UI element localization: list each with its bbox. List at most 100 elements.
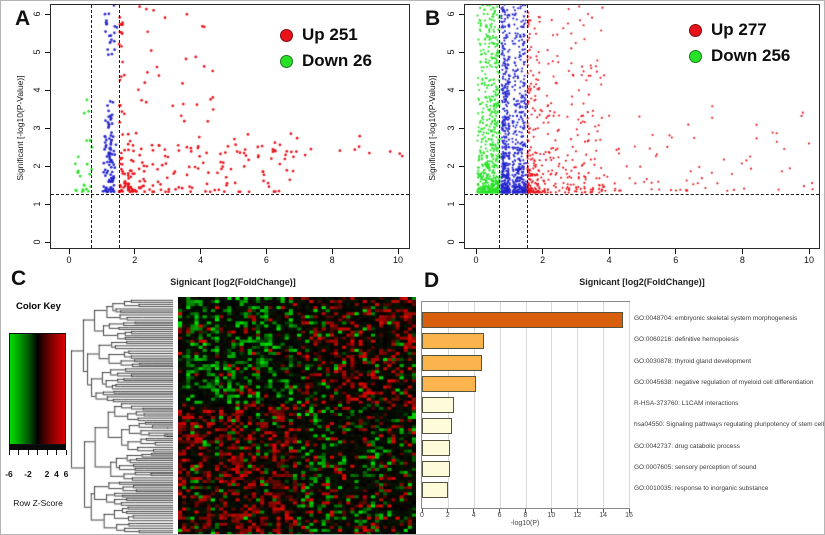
color-key-tick [56,450,57,455]
color-key-tick-label: 4 [54,469,59,479]
panel-a-down-count-label: Down 26 [302,51,372,70]
panel-a-y-tick [45,89,50,91]
panel-d-x-tick [602,509,604,513]
panel-a-x-tick-label: 4 [198,255,204,265]
panel-b-y-tick [459,203,464,205]
panel-b-y-tick [459,13,464,15]
panel-a-x-tick-label: 6 [263,255,269,265]
panel-a-y-tick [45,241,50,243]
go-term-bar [422,354,482,371]
panel-b-y-tick-label: 4 [446,87,456,93]
go-term-label: GO:0048704: embryonic skeletal system mo… [634,315,798,322]
panel-d-label: D [424,269,440,292]
panel-d-x-tick [447,509,449,513]
panel-d-x-tick [473,509,475,513]
panel-d-gridline [525,302,527,508]
go-term-label: hsa04550: Signaling pathways regulating … [634,421,825,429]
panel-b-y-tick-label: 0 [446,239,456,245]
panel-a-y-tick-label: 3 [32,125,42,131]
panel-b-legend-item-up: Up 277 [689,20,767,40]
up-dot-icon [689,23,702,37]
panel-d-x-tick-label: 0 [420,512,424,519]
panel-b-up-count-label: Up 277 [711,20,767,39]
panel-b-x-tick-label: 4 [606,255,612,265]
panel-a-y-tick [45,165,50,167]
panel-b-x-tick-label: 2 [540,255,546,265]
go-term-bar [422,375,477,392]
panel-d-x-tick [550,509,552,513]
panel-b-x-tick [542,249,544,254]
panel-d-bar-chart [421,301,630,509]
go-term-bar [422,482,448,498]
color-key-tick [18,450,19,455]
go-term-label: R-HSA-373760: L1CAM interactions [634,400,739,407]
panel-d-x-axis-label: -log10(P) [510,520,540,527]
panel-d-x-tick [421,509,423,513]
panel-b-y-tick [459,241,464,243]
panel-b-y-tick-label: 3 [446,125,456,131]
panel-b-y-tick-label: 1 [446,201,456,207]
panel-d-x-tick-label: 12 [573,512,582,519]
go-term-label: GO:0042737: drug catabolic process [634,442,740,450]
panel-b-x-tick-label: 6 [673,255,679,265]
panel-b-x-tick-label: 0 [473,255,479,265]
panel-d-gridline [629,302,630,508]
panel-a-x-tick [68,249,70,254]
panel-a-x-tick-label: 8 [329,255,335,265]
panel-b-y-tick-label: 5 [446,49,456,55]
panel-d-x-tick-label: 8 [523,512,528,519]
color-key-tick-label: -6 [5,469,13,479]
go-term-label: GO:0030878: thyroid gland development [634,357,752,365]
panel-a-y-tick [45,127,50,129]
panel-d-x-tick-label: 10 [547,512,556,519]
up-dot-icon [280,28,293,42]
panel-d-x-tick-label: 14 [599,512,608,519]
go-term-bar [422,312,623,328]
panel-a-legend-item-down: Down 26 [280,51,372,71]
go-term-label: GO:0010035: response to inorganic substa… [634,485,769,492]
panel-a-x-tick [397,249,399,254]
panel-d-gridline [473,302,475,508]
panel-b-scatter-canvas [465,5,819,248]
panel-c-label: C [11,267,27,290]
color-key-tick [27,450,29,455]
color-key-tick [46,450,48,455]
panel-d-x-tick [628,509,630,513]
panel-b-x-tick [675,249,677,254]
color-key-title: Color Key [16,301,61,312]
panel-a-horizontal-threshold-line [51,193,409,195]
panel-a-x-axis-label: Signicant [log2(FoldChange)] [170,277,296,287]
panel-b-vertical-threshold-line [526,5,528,248]
panel-d-gridline [577,302,579,508]
go-term-bar [422,333,485,350]
panel-a-up-count-label: Up 251 [302,25,358,44]
panel-a-vertical-threshold-line [91,5,93,248]
panel-b-horizontal-threshold-line [465,193,819,195]
panel-d-x-tick-label: 6 [497,512,502,519]
panel-b-x-tick-label: 10 [803,255,814,265]
color-key-tick-label: 6 [63,469,69,479]
panel-a-x-tick [134,249,136,254]
panel-a-volcano-plot [50,4,410,249]
panel-a-y-tick-label: 1 [32,201,42,207]
color-key-tick-label: 2 [44,469,50,479]
panel-b-x-tick-label: 8 [739,255,745,265]
panel-b-label: B [425,7,441,30]
panel-a-label: A [15,7,31,30]
row-dendrogram-canvas [69,297,173,534]
panel-b-y-tick [459,89,464,91]
panel-a-x-tick [331,249,333,254]
color-key-tick-label: -2 [24,469,32,479]
panel-a-x-tick-label: 2 [132,255,138,265]
panel-b-x-tick [475,249,477,254]
down-dot-icon [689,49,702,63]
panel-b-volcano-plot [464,4,820,249]
panel-b-y-tick [459,127,464,129]
panel-b-down-count-label: Down 256 [711,46,791,65]
go-term-bar [422,460,451,477]
panel-d-x-tick-label: 2 [445,512,450,519]
panel-d-x-tick [576,509,578,513]
panel-b-y-tick-label: 6 [446,11,456,17]
panel-a-y-tick-label: 4 [32,87,42,93]
